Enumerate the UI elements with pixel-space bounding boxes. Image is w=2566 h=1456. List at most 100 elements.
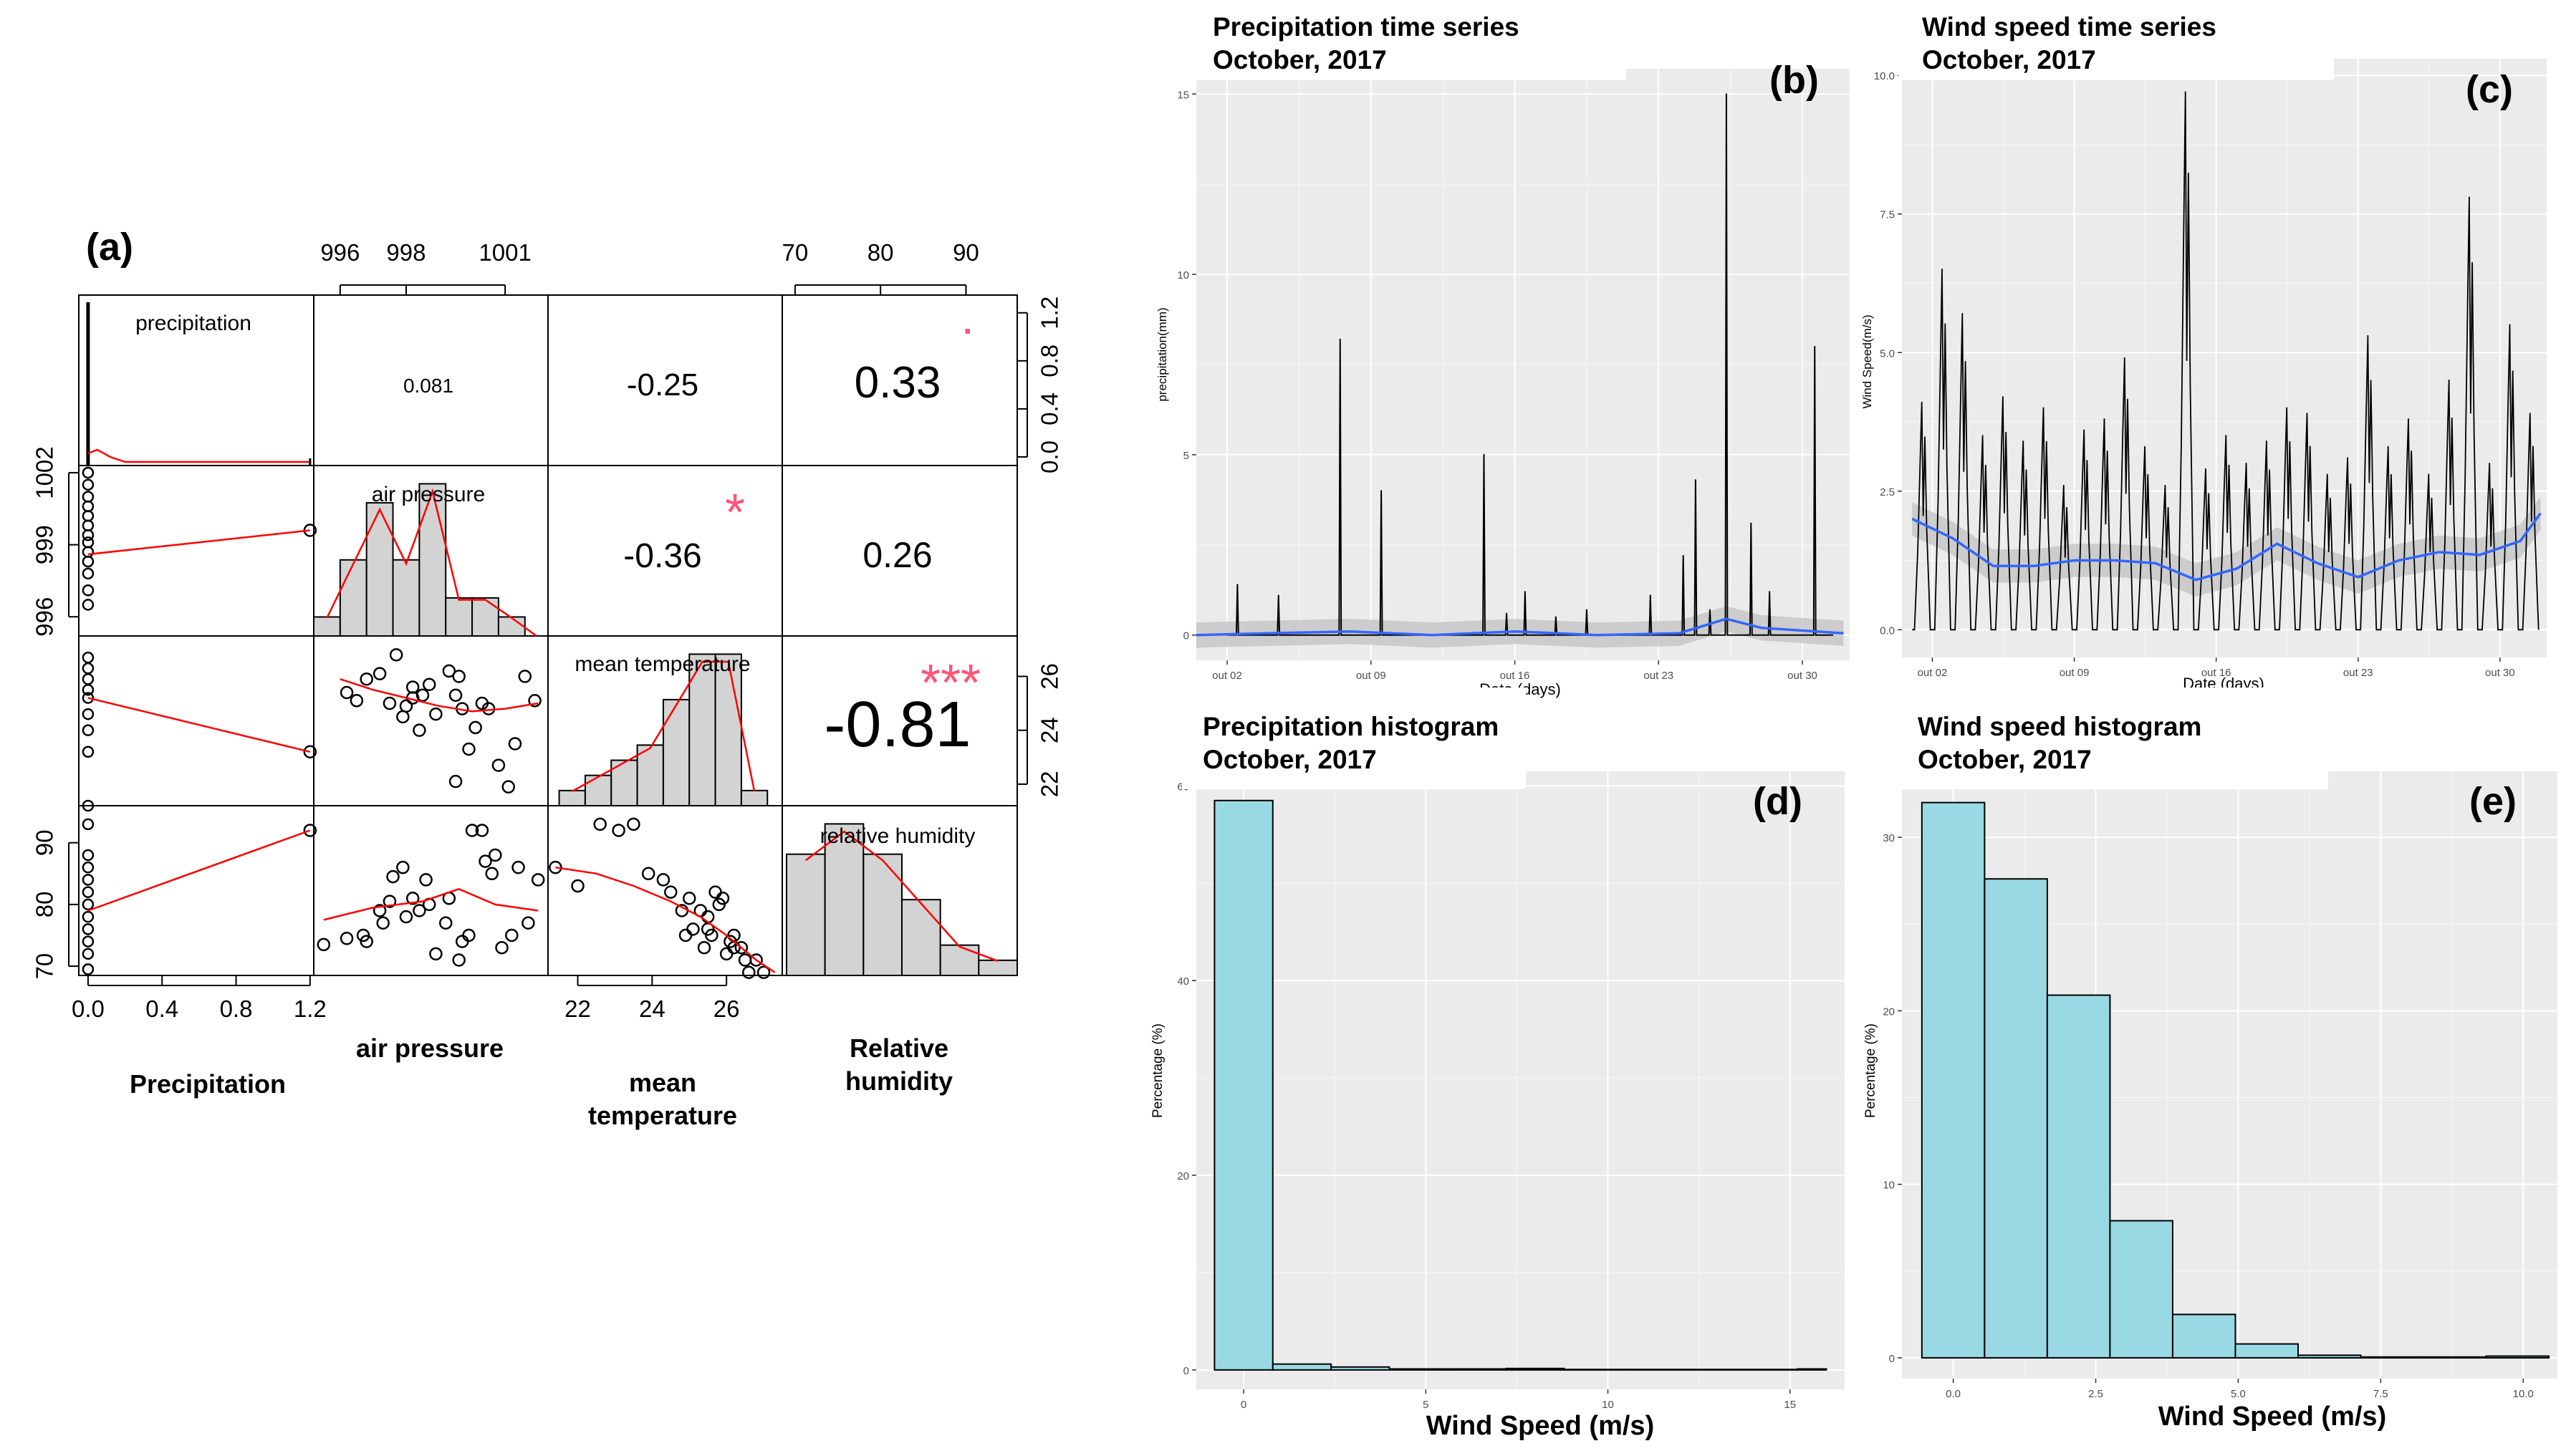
chart-b-data-point xyxy=(1555,616,1557,618)
scatter-point-precip-humidity xyxy=(303,824,317,837)
matrix-content xyxy=(82,302,1018,979)
chart-d-bar xyxy=(1330,1366,1390,1371)
scatter-point-precip-humidity xyxy=(82,886,95,898)
humidity-hist-bar xyxy=(785,853,826,976)
scatter-point-pressure-humidity xyxy=(360,935,373,948)
scatter-point-pressure-temperature xyxy=(468,720,482,735)
xtitle-temperature: temperature xyxy=(588,1101,737,1130)
scatter-point-pressure-temperature xyxy=(448,774,463,789)
chart-e-xlabel: Wind Speed (m/s) xyxy=(2158,1402,2386,1432)
scatter-point-precip-pressure xyxy=(82,555,95,568)
scatter-point-pressure-temperature xyxy=(396,710,410,724)
fit-line-precip-humidity xyxy=(87,829,311,912)
chart-b-data-point xyxy=(1682,554,1684,556)
chart-d-bar xyxy=(1680,1369,1740,1371)
chart-b-smooth-line xyxy=(1196,617,1844,637)
chart-b-data-point xyxy=(1506,612,1508,614)
signif-precip-humidity: · xyxy=(963,312,974,349)
left-humidity-label: 90 xyxy=(32,829,58,856)
scatter-point-pressure-humidity xyxy=(475,824,489,837)
chart-e-x-tick-label: 2.5 xyxy=(2088,1388,2103,1400)
scatter-point-precip-pressure xyxy=(82,567,95,580)
chart-b-x-tick-label: out 30 xyxy=(1787,670,1817,682)
pressure-hist-bar xyxy=(313,616,341,637)
chart-c-y-tick-label: 5.0 xyxy=(1880,347,1895,360)
precip-density xyxy=(87,448,310,463)
diag-label-relative-humidity: relative humidity xyxy=(820,824,976,848)
chart-c-data-point xyxy=(1921,401,1923,403)
scatter-point-temperature-humidity xyxy=(738,953,752,967)
scatter-point-pressure-temperature xyxy=(350,694,364,708)
scatter-point-temperature-humidity xyxy=(641,867,655,881)
chart-c-y-tick-label: 2.5 xyxy=(1880,486,1895,498)
chart-b-x-tick-label: out 23 xyxy=(1643,670,1673,682)
chart-d-x-tick-label: 5 xyxy=(1423,1399,1428,1411)
chart-b-data-point xyxy=(1649,594,1651,597)
corr-precip-pressure: 0.081 xyxy=(403,375,453,397)
scatter-point-precip-pressure xyxy=(82,491,95,503)
scatter-point-pressure-humidity xyxy=(505,928,519,942)
scatter-point-precip-pressure xyxy=(82,599,95,611)
temperature-hist-bar xyxy=(558,789,586,806)
scatter-point-pressure-temperature xyxy=(429,707,443,721)
chart-b-y-tick-label: 15 xyxy=(1177,89,1189,101)
chart-c-data-point xyxy=(2529,413,2531,415)
chart-c-ylabel: Wind Speed(m/s) xyxy=(1860,314,1874,408)
scatter-point-pressure-humidity xyxy=(405,892,420,905)
humidity-hist-bar xyxy=(824,823,865,976)
scatter-point-temperature-humidity xyxy=(705,928,719,942)
chart-c-data-point xyxy=(2286,407,2288,409)
chart-c-data-point xyxy=(2306,413,2308,415)
scatter-point-pressure-temperature xyxy=(528,694,542,708)
chart-d-bar xyxy=(1505,1367,1565,1371)
chart-b-data-point xyxy=(1725,93,1727,95)
scatter-point-pressure-humidity xyxy=(438,916,453,930)
chart-d-bar xyxy=(1738,1369,1798,1371)
matrix-cell xyxy=(78,805,314,976)
xtitle-relative: Relative xyxy=(850,1033,948,1063)
chart-e-x-tick-label: 0.0 xyxy=(1946,1388,1961,1400)
chart-c-data-point xyxy=(2245,463,2247,465)
chart-b-data-point xyxy=(1709,609,1711,611)
scatter-point-precip-temperature xyxy=(82,746,95,758)
scatter-point-pressure-temperature xyxy=(373,667,387,680)
bottom-precip-label: 0.0 xyxy=(72,995,105,1022)
panel-a-scatter-matrix: 996 998 1001 70 80 90 0.0 0.4 0.8 1.2 22 24 26 0.0 0.4… xyxy=(32,226,1063,1130)
scatter-point-temperature-humidity xyxy=(664,885,678,899)
chart-d-bar xyxy=(1272,1363,1332,1371)
matrix-cell xyxy=(78,635,314,806)
panel-d-label: (d) xyxy=(1753,780,1802,823)
left-pressure-label: 999 xyxy=(32,525,58,564)
chart-c-data-point xyxy=(2326,473,2328,476)
scatter-point-precip-pressure xyxy=(82,510,95,522)
pressure-hist-bar xyxy=(392,559,421,637)
scatter-point-precip-temperature xyxy=(82,651,95,664)
chart-c-x-tick-label: out 23 xyxy=(2343,667,2373,679)
corr-precip-temp: -0.25 xyxy=(627,367,698,402)
chart-b-data-point xyxy=(1694,479,1696,481)
chart-b-title: Precipitation time series xyxy=(1213,12,1519,42)
pressure-hist-bar xyxy=(418,483,447,637)
chart-c-data-point xyxy=(2509,324,2511,326)
right-precip-label: 0.4 xyxy=(1037,392,1063,425)
signif-temp-humidity: *** xyxy=(921,655,981,712)
scatter-point-temperature-humidity xyxy=(682,892,696,905)
chart-c-x-tick-label: out 02 xyxy=(1918,667,1948,679)
scatter-point-pressure-temperature xyxy=(462,742,476,756)
scatter-point-temperature-humidity xyxy=(749,953,763,967)
chart-e-bar xyxy=(1984,878,2048,1359)
chart-b-y-tick-label: 0 xyxy=(1183,630,1189,642)
scatter-point-pressure-temperature xyxy=(501,780,515,794)
chart-b-data-point xyxy=(1524,591,1526,593)
panel-b-label: (b) xyxy=(1769,59,1819,102)
top-humidity-label: 90 xyxy=(953,239,979,266)
scatter-point-precip-humidity xyxy=(82,935,95,948)
chart-c-data-point xyxy=(2002,396,2004,398)
chart-d-title: Precipitation histogram xyxy=(1203,712,1499,741)
scatter-point-pressure-humidity xyxy=(429,947,443,961)
matrix-cell xyxy=(313,635,549,806)
pressure-hist-bar xyxy=(365,502,394,637)
chart-d-y-tick-label: 0 xyxy=(1183,1365,1189,1377)
chart-b-x-tick-label: out 16 xyxy=(1500,670,1530,682)
diag-label-mean-temperature: mean temperature xyxy=(575,652,750,676)
